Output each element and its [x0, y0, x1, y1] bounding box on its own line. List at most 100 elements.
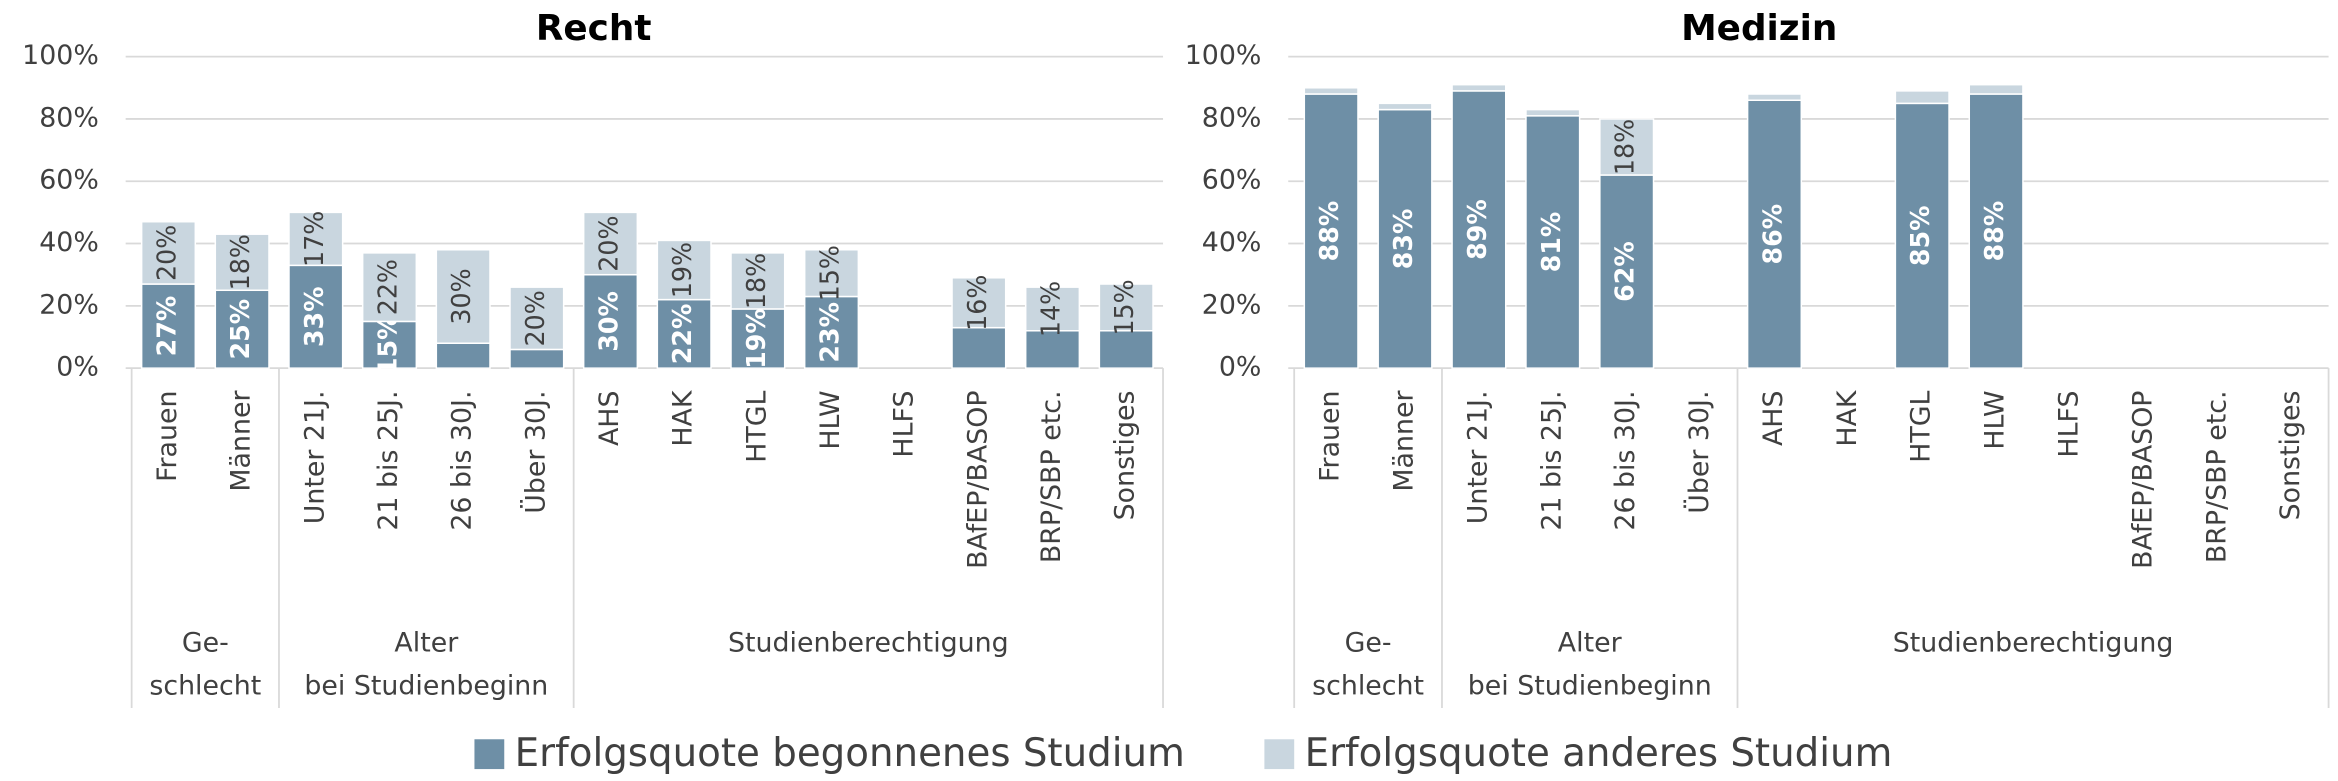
x-tick-label: Über 30J.	[519, 391, 551, 514]
data-label: 23%	[815, 302, 845, 363]
data-label: 83%	[1388, 209, 1418, 270]
x-tick-label: HAK	[668, 389, 699, 447]
legend-label: Erfolgsquote anderes Studium	[1305, 731, 1893, 776]
group-label: Alter	[1558, 627, 1623, 658]
bar-segment	[288, 211, 344, 267]
y-tick-label: 60%	[1202, 165, 1262, 196]
x-tick-label: 21 bis 25J.	[373, 391, 404, 531]
x-tick-label: BRP/SBP etc.	[1036, 391, 1067, 564]
data-label: 89%	[1462, 199, 1492, 260]
data-label: 20%	[520, 290, 550, 346]
bar-segment	[361, 320, 418, 369]
bar-segment	[582, 273, 639, 369]
bar-segment	[1746, 93, 1803, 101]
group-label: Studienberechtigung	[1893, 627, 2174, 658]
bar-segment	[803, 295, 860, 369]
y-tick-label: 0%	[1219, 352, 1262, 383]
y-tick-label: 20%	[39, 289, 99, 320]
bar-segment	[1525, 115, 1581, 369]
data-label: 27%	[151, 296, 181, 357]
data-label: 14%	[1036, 281, 1066, 337]
x-tick-label: Sonstiges	[1110, 390, 1141, 520]
data-label: 15%	[815, 245, 845, 301]
y-tick-label: 80%	[39, 102, 99, 133]
x-tick-label: HLW	[815, 391, 846, 450]
bar-segment	[1599, 174, 1655, 369]
x-tick-label: Sonstiges	[2275, 391, 2306, 521]
bar-segment	[509, 286, 565, 351]
y-tick-label: 60%	[39, 165, 99, 196]
group-label: bei Studienbeginn	[304, 671, 548, 702]
legend-label: Erfolgsquote begonnenes Studium	[515, 731, 1185, 776]
bar-segment	[656, 298, 712, 369]
data-label: 30%	[446, 268, 476, 324]
y-tick-label: 100%	[22, 40, 99, 71]
bar-segment	[582, 211, 639, 276]
legend-swatch	[474, 739, 505, 770]
data-label: 85%	[1905, 205, 1935, 266]
bar-segment	[1968, 93, 2024, 369]
data-label: 30%	[594, 291, 624, 352]
x-tick-label: HAK	[1832, 389, 1863, 447]
bar-segment	[1024, 286, 1081, 332]
bar-segment	[509, 348, 565, 369]
bar-segment	[435, 249, 491, 344]
x-tick-label: HLFS	[889, 391, 920, 458]
data-label: 16%	[962, 275, 992, 331]
y-tick-label: 100%	[1185, 40, 1262, 71]
group-label: Studienberechtigung	[728, 627, 1009, 658]
x-tick-label: HTGL	[1906, 390, 1937, 462]
x-tick-label: AHS	[1758, 391, 1789, 447]
x-tick-label: HLFS	[2053, 391, 2084, 458]
x-tick-label: HTGL	[741, 390, 772, 462]
data-label: 20%	[594, 215, 624, 271]
y-tick-label: 20%	[1202, 289, 1262, 320]
chart-title: Recht	[536, 8, 652, 49]
x-tick-label: Männer	[1389, 390, 1420, 492]
bar-segment	[730, 252, 786, 310]
data-label: 81%	[1536, 212, 1566, 273]
bar-segment	[1377, 102, 1433, 111]
y-tick-label: 80%	[1202, 102, 1262, 133]
data-label: 62%	[1610, 241, 1640, 302]
data-label: 25%	[225, 299, 255, 360]
bar-segment	[1525, 108, 1581, 117]
x-tick-label: BRP/SBP etc.	[2201, 391, 2232, 564]
bar-segment	[361, 252, 418, 323]
bar-segment	[1599, 118, 1655, 176]
bar-segment	[1098, 330, 1154, 369]
bar-segment	[1968, 83, 2024, 95]
x-tick-label: Über 30J.	[1683, 391, 1715, 514]
x-tick-label: Frauen	[152, 391, 183, 482]
data-label: 86%	[1757, 204, 1787, 265]
data-label: 18%	[225, 234, 255, 290]
x-tick-label: BAfEP/BASOP	[962, 391, 993, 569]
bar-segment	[288, 264, 344, 369]
data-label: 33%	[299, 286, 329, 347]
x-tick-label: HLW	[1980, 391, 2011, 450]
group-label: Alter	[394, 627, 459, 658]
data-label: 22%	[667, 304, 697, 365]
data-label: 15%	[1109, 279, 1139, 335]
data-label: 15%	[372, 314, 402, 375]
legend-swatch	[1264, 739, 1295, 770]
data-label: 18%	[1610, 119, 1640, 175]
data-label: 18%	[741, 253, 771, 309]
y-tick-label: 0%	[56, 352, 99, 383]
bar-segment	[435, 342, 491, 369]
bar-segment	[803, 249, 860, 298]
bar-segment	[1098, 283, 1154, 332]
x-tick-label: Unter 21J.	[299, 391, 330, 525]
x-tick-label: Frauen	[1315, 390, 1346, 481]
data-label: 22%	[372, 259, 402, 315]
x-tick-label: BAfEP/BASOP	[2127, 391, 2158, 569]
bar-segment	[214, 233, 270, 292]
x-tick-label: Unter 21J.	[1462, 391, 1493, 525]
group-label: schlecht	[149, 671, 261, 702]
group-label: schlecht	[1312, 671, 1424, 702]
bar-segment	[1451, 90, 1507, 369]
bar-segment	[951, 277, 1007, 329]
group-label: Ge-	[182, 627, 229, 658]
